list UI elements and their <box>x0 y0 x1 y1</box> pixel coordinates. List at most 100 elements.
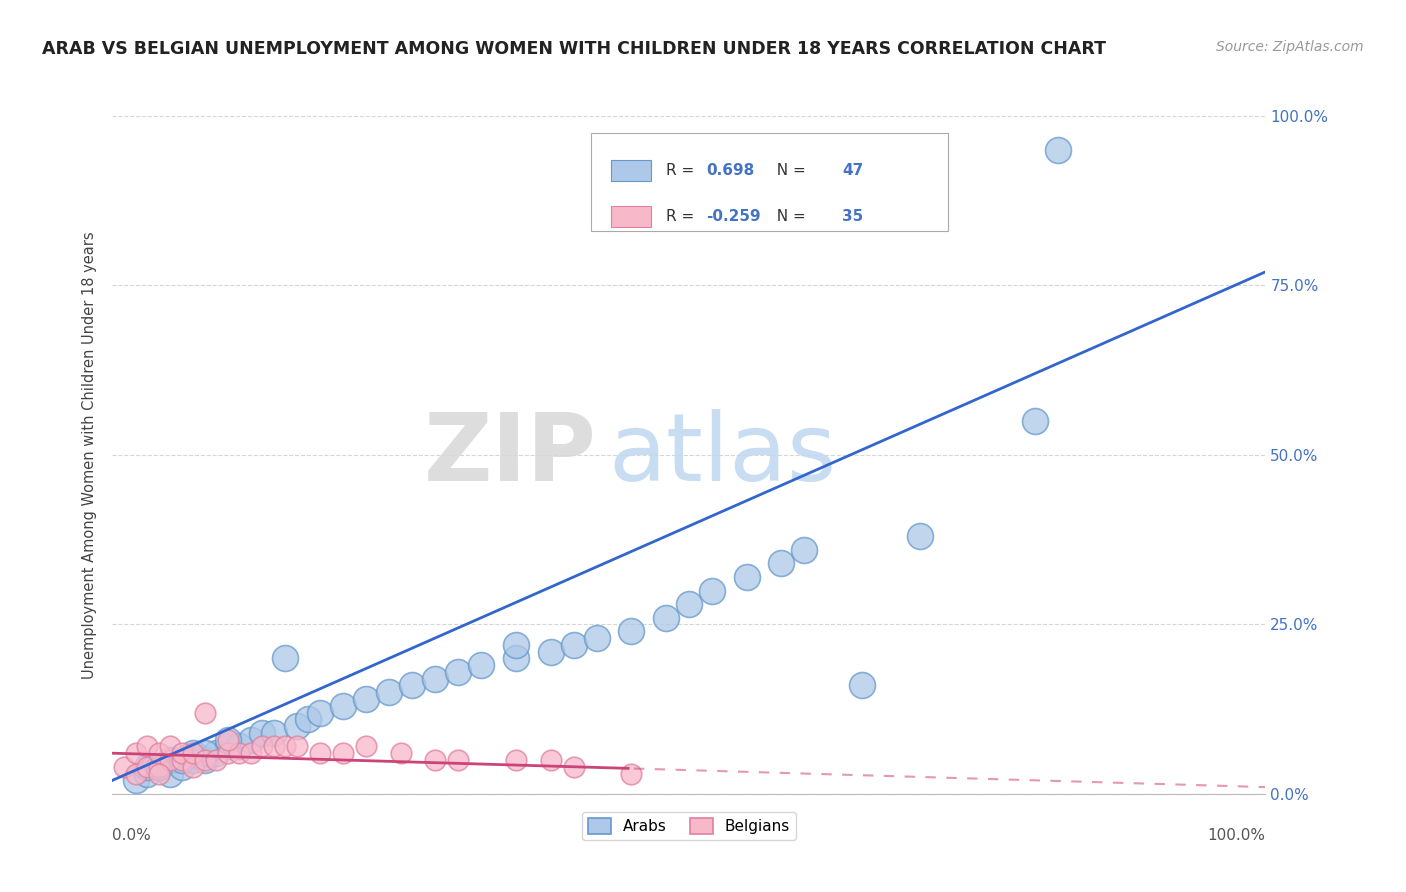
Point <box>112 760 135 774</box>
Text: -0.259: -0.259 <box>706 209 761 224</box>
Text: N =: N = <box>768 209 811 224</box>
Point <box>239 746 262 760</box>
Point <box>136 739 159 754</box>
Point <box>148 760 170 774</box>
Point <box>540 753 562 767</box>
Point <box>505 753 527 767</box>
Point <box>274 739 297 754</box>
Point <box>194 746 217 760</box>
Point <box>274 651 297 665</box>
Point <box>124 746 146 760</box>
Point <box>205 753 228 767</box>
Point <box>620 766 643 780</box>
Point <box>1046 143 1069 157</box>
Point <box>263 739 285 754</box>
Text: 0.0%: 0.0% <box>112 828 152 843</box>
Point <box>252 726 274 740</box>
Point <box>851 678 873 692</box>
Point <box>194 706 217 720</box>
Point <box>447 665 470 679</box>
Point <box>470 658 492 673</box>
Text: Source: ZipAtlas.com: Source: ZipAtlas.com <box>1216 40 1364 54</box>
Text: 47: 47 <box>842 163 863 178</box>
Point <box>148 746 170 760</box>
Point <box>170 746 193 760</box>
Text: atlas: atlas <box>609 409 837 501</box>
Point <box>217 732 239 747</box>
Point <box>205 746 228 760</box>
Point <box>505 651 527 665</box>
Point <box>793 542 815 557</box>
Text: R =: R = <box>666 209 699 224</box>
Point <box>159 753 181 767</box>
Point <box>505 638 527 652</box>
Point <box>770 557 793 571</box>
Legend: Arabs, Belgians: Arabs, Belgians <box>582 813 796 840</box>
Y-axis label: Unemployment Among Women with Children Under 18 years: Unemployment Among Women with Children U… <box>82 231 97 679</box>
Point <box>159 753 181 767</box>
Point <box>378 685 401 699</box>
Point <box>389 746 412 760</box>
Point <box>354 739 377 754</box>
Point <box>228 746 250 760</box>
Point <box>252 739 274 754</box>
Point <box>170 760 193 774</box>
Point <box>540 644 562 658</box>
Text: 100.0%: 100.0% <box>1208 828 1265 843</box>
Point <box>217 746 239 760</box>
Point <box>678 597 700 611</box>
Point <box>148 760 170 774</box>
Point <box>159 766 181 780</box>
Point <box>309 746 332 760</box>
Point <box>1024 414 1046 428</box>
Point <box>332 746 354 760</box>
Point <box>148 766 170 780</box>
Point <box>655 610 678 624</box>
Point <box>562 760 585 774</box>
Point <box>194 753 217 767</box>
Point <box>136 766 159 780</box>
Text: ARAB VS BELGIAN UNEMPLOYMENT AMONG WOMEN WITH CHILDREN UNDER 18 YEARS CORRELATIO: ARAB VS BELGIAN UNEMPLOYMENT AMONG WOMEN… <box>42 40 1107 58</box>
Point <box>159 739 181 754</box>
Point <box>620 624 643 639</box>
Point <box>908 529 931 543</box>
Point <box>181 746 204 760</box>
Point <box>585 631 607 645</box>
Point <box>354 692 377 706</box>
Text: ZIP: ZIP <box>423 409 596 501</box>
Point <box>181 760 204 774</box>
Point <box>285 739 308 754</box>
Point <box>217 732 239 747</box>
Point <box>332 698 354 713</box>
Point <box>285 719 308 733</box>
Point <box>425 753 447 767</box>
Point <box>562 638 585 652</box>
Point <box>297 712 319 726</box>
Point <box>181 753 204 767</box>
Point <box>309 706 332 720</box>
Point <box>170 753 193 767</box>
Point <box>124 773 146 788</box>
Point <box>181 746 204 760</box>
Point <box>136 760 159 774</box>
Point <box>124 766 146 780</box>
Bar <box>610 161 651 181</box>
Bar <box>610 206 651 227</box>
Point <box>425 672 447 686</box>
Point <box>735 570 758 584</box>
FancyBboxPatch shape <box>591 133 949 231</box>
Point <box>447 753 470 767</box>
Point <box>136 760 159 774</box>
Point <box>700 583 723 598</box>
Text: N =: N = <box>768 163 811 178</box>
Point <box>239 732 262 747</box>
Point <box>217 739 239 754</box>
Text: 35: 35 <box>842 209 863 224</box>
Point <box>263 726 285 740</box>
Text: R =: R = <box>666 163 699 178</box>
Point <box>228 739 250 754</box>
Point <box>401 678 423 692</box>
Point <box>148 760 170 774</box>
Point <box>194 753 217 767</box>
Point <box>170 753 193 767</box>
